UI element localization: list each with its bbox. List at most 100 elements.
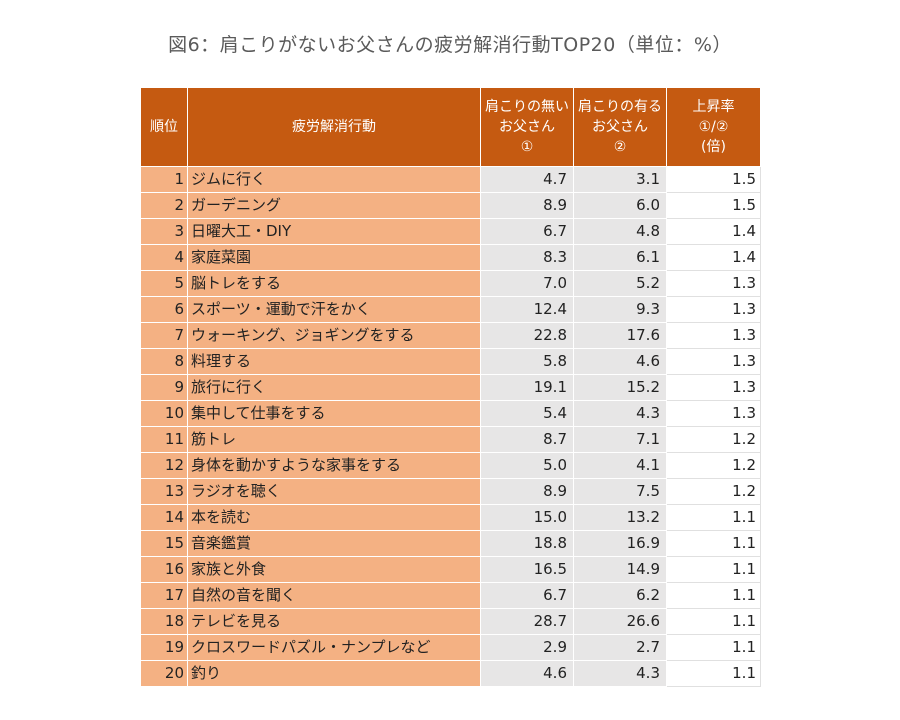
cell-ratio-value: 1.2 — [666, 426, 761, 453]
cell-stiff-value: 14.9 — [573, 556, 667, 583]
table-row: 4 家庭菜園 8.3 6.1 1.4 — [140, 244, 761, 271]
cell-stiff-value: 7.5 — [573, 478, 667, 505]
cell-no-stiff-value: 5.0 — [480, 452, 574, 479]
header-activity-line: 疲労解消行動 — [292, 119, 376, 135]
table-row: 15 音楽鑑賞 18.8 16.9 1.1 — [140, 530, 761, 557]
cell-activity: 脳トレをする — [187, 270, 481, 297]
cell-no-stiff-value: 5.4 — [480, 400, 574, 427]
table-row: 17 自然の音を聞く 6.7 6.2 1.1 — [140, 582, 761, 609]
cell-activity: 自然の音を聞く — [187, 582, 481, 609]
cell-stiff-value: 7.1 — [573, 426, 667, 453]
table-row: 14 本を読む 15.0 13.2 1.1 — [140, 504, 761, 531]
cell-activity: 家庭菜園 — [187, 244, 481, 271]
cell-ratio-value: 1.1 — [666, 608, 761, 635]
ranking-table: 順位 疲労解消行動 肩こりの無い お父さん ① 肩こりの有る お父さん ② 上昇… — [140, 87, 761, 687]
table-row: 10 集中して仕事をする 5.4 4.3 1.3 — [140, 400, 761, 427]
cell-ratio-value: 1.5 — [666, 166, 761, 193]
table-body: 1 ジムに行く 4.7 3.1 1.5 2 ガーデニング 8.9 6.0 1.5 3 日曜大工・DIY… — [140, 166, 761, 687]
cell-ratio-value: 1.1 — [666, 556, 761, 583]
cell-stiff-value: 3.1 — [573, 166, 667, 193]
cell-rank: 12 — [140, 452, 188, 479]
header-rank: 順位 — [140, 87, 188, 167]
header-no-stiff-line3: ① — [520, 139, 534, 155]
table-row: 3 日曜大工・DIY 6.7 4.8 1.4 — [140, 218, 761, 245]
header-no-stiff: 肩こりの無い お父さん ① — [480, 87, 574, 167]
cell-activity: 旅行に行く — [187, 374, 481, 401]
cell-activity: 集中して仕事をする — [187, 400, 481, 427]
cell-rank: 5 — [140, 270, 188, 297]
table-row: 19 クロスワードパズル・ナンプレなど 2.9 2.7 1.1 — [140, 634, 761, 661]
cell-stiff-value: 2.7 — [573, 634, 667, 661]
cell-rank: 10 — [140, 400, 188, 427]
cell-stiff-value: 4.1 — [573, 452, 667, 479]
cell-no-stiff-value: 7.0 — [480, 270, 574, 297]
cell-ratio-value: 1.1 — [666, 660, 761, 687]
cell-ratio-value: 1.3 — [666, 270, 761, 297]
cell-rank: 4 — [140, 244, 188, 271]
cell-no-stiff-value: 6.7 — [480, 582, 574, 609]
cell-activity: 音楽鑑賞 — [187, 530, 481, 557]
cell-rank: 16 — [140, 556, 188, 583]
table-row: 5 脳トレをする 7.0 5.2 1.3 — [140, 270, 761, 297]
cell-no-stiff-value: 8.7 — [480, 426, 574, 453]
cell-activity: 本を読む — [187, 504, 481, 531]
cell-ratio-value: 1.4 — [666, 218, 761, 245]
cell-activity: 日曜大工・DIY — [187, 218, 481, 245]
cell-stiff-value: 17.6 — [573, 322, 667, 349]
cell-stiff-value: 9.3 — [573, 296, 667, 323]
cell-activity: ウォーキング、ジョギングをする — [187, 322, 481, 349]
table-row: 13 ラジオを聴く 8.9 7.5 1.2 — [140, 478, 761, 505]
cell-rank: 11 — [140, 426, 188, 453]
cell-rank: 7 — [140, 322, 188, 349]
cell-activity: ガーデニング — [187, 192, 481, 219]
cell-rank: 14 — [140, 504, 188, 531]
table-row: 1 ジムに行く 4.7 3.1 1.5 — [140, 166, 761, 193]
cell-rank: 13 — [140, 478, 188, 505]
table-row: 20 釣り 4.6 4.3 1.1 — [140, 660, 761, 687]
table-row: 2 ガーデニング 8.9 6.0 1.5 — [140, 192, 761, 219]
cell-ratio-value: 1.3 — [666, 348, 761, 375]
cell-ratio-value: 1.1 — [666, 634, 761, 661]
cell-ratio-value: 1.1 — [666, 582, 761, 609]
cell-ratio-value: 1.3 — [666, 322, 761, 349]
cell-no-stiff-value: 19.1 — [480, 374, 574, 401]
cell-no-stiff-value: 5.8 — [480, 348, 574, 375]
header-row: 順位 疲労解消行動 肩こりの無い お父さん ① 肩こりの有る お父さん ② 上昇… — [140, 87, 761, 167]
cell-no-stiff-value: 18.8 — [480, 530, 574, 557]
cell-stiff-value: 4.3 — [573, 400, 667, 427]
cell-no-stiff-value: 22.8 — [480, 322, 574, 349]
table-row: 18 テレビを見る 28.7 26.6 1.1 — [140, 608, 761, 635]
cell-activity: ラジオを聴く — [187, 478, 481, 505]
cell-rank: 1 — [140, 166, 188, 193]
cell-activity: 筋トレ — [187, 426, 481, 453]
cell-activity: クロスワードパズル・ナンプレなど — [187, 634, 481, 661]
cell-activity: ジムに行く — [187, 166, 481, 193]
cell-activity: テレビを見る — [187, 608, 481, 635]
cell-stiff-value: 4.6 — [573, 348, 667, 375]
cell-stiff-value: 15.2 — [573, 374, 667, 401]
cell-stiff-value: 13.2 — [573, 504, 667, 531]
cell-no-stiff-value: 2.9 — [480, 634, 574, 661]
cell-stiff-value: 6.2 — [573, 582, 667, 609]
header-rank-line: 順位 — [150, 119, 178, 135]
cell-activity: 身体を動かすような家事をする — [187, 452, 481, 479]
cell-stiff-value: 16.9 — [573, 530, 667, 557]
cell-no-stiff-value: 8.9 — [480, 478, 574, 505]
cell-rank: 15 — [140, 530, 188, 557]
cell-ratio-value: 1.4 — [666, 244, 761, 271]
cell-no-stiff-value: 8.3 — [480, 244, 574, 271]
header-ratio-line3: (倍) — [701, 139, 726, 155]
header-no-stiff-line1: 肩こりの無い — [485, 99, 569, 115]
header-stiff-line1: 肩こりの有る — [578, 99, 662, 115]
cell-rank: 9 — [140, 374, 188, 401]
header-no-stiff-line2: お父さん — [499, 119, 555, 135]
cell-activity: 家族と外食 — [187, 556, 481, 583]
table-row: 7 ウォーキング、ジョギングをする 22.8 17.6 1.3 — [140, 322, 761, 349]
cell-stiff-value: 4.3 — [573, 660, 667, 687]
chart-title: 図6：肩こりがないお父さんの疲労解消行動TOP20（単位：%） — [168, 34, 732, 56]
cell-rank: 2 — [140, 192, 188, 219]
cell-ratio-value: 1.1 — [666, 504, 761, 531]
header-stiff-line3: ② — [613, 139, 627, 155]
cell-rank: 18 — [140, 608, 188, 635]
table-row: 12 身体を動かすような家事をする 5.0 4.1 1.2 — [140, 452, 761, 479]
